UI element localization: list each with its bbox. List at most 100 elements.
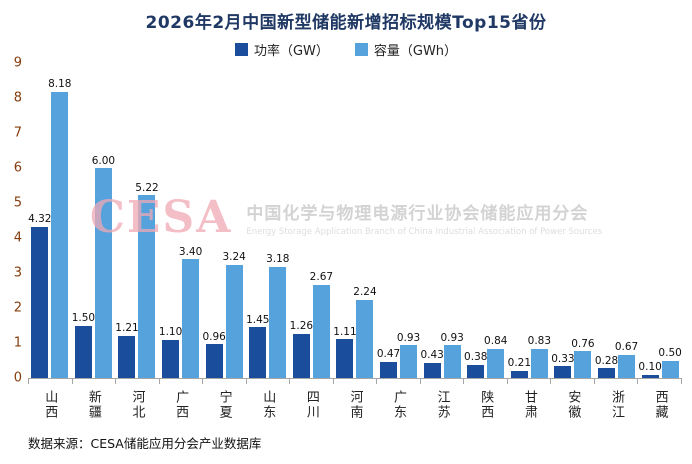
bar-column: 5.22 — [135, 63, 159, 378]
y-tick-label: 0 — [13, 370, 22, 386]
bar-value-label: 1.10 — [158, 326, 183, 338]
x-tick — [245, 379, 247, 384]
bar-column: 4.32 — [28, 63, 52, 378]
bar — [510, 370, 528, 378]
x-category-label: 新疆 — [85, 390, 101, 420]
bar-group: 1.50 6.00 — [72, 63, 116, 378]
bar-value-label: 1.50 — [71, 312, 96, 324]
bar-value-label: 5.22 — [135, 181, 159, 194]
bar-value-label: 0.67 — [614, 341, 639, 354]
bar-value-label: 1.11 — [333, 325, 357, 338]
bar — [554, 366, 572, 378]
bar-column: 1.26 — [289, 63, 314, 378]
bar-value-label: 0.10 — [638, 361, 662, 374]
bar — [225, 264, 243, 378]
bar-column: 1.10 — [158, 63, 183, 378]
bar — [598, 368, 616, 378]
y-tick-label: 2 — [13, 300, 22, 316]
bar-column: 0.83 — [527, 63, 552, 378]
bar-column: 0.38 — [464, 63, 488, 378]
bar-column: 2.24 — [353, 63, 377, 378]
bar-value-label: 1.21 — [115, 322, 139, 335]
x-tick — [71, 379, 73, 384]
x-axis-ticks — [0, 379, 692, 384]
bar-column: 6.00 — [91, 63, 116, 378]
bar — [574, 351, 592, 378]
bar-value-label: 0.93 — [396, 331, 421, 344]
bar-column: 0.47 — [376, 63, 401, 378]
x-category-label: 四川 — [303, 390, 319, 420]
bar-column: 3.40 — [179, 63, 202, 378]
bar-group: 0.47 0.93 — [377, 63, 421, 378]
x-category-label: 安徽 — [565, 390, 581, 420]
x-tick — [115, 379, 117, 384]
bar-value-label: 0.83 — [527, 335, 552, 348]
bar-value-label: 3.24 — [222, 251, 246, 264]
bar-value-label: 1.45 — [246, 313, 270, 326]
x-tick — [463, 379, 465, 384]
bar-value-label: 0.96 — [202, 330, 226, 343]
bar-value-label: 0.33 — [551, 352, 575, 365]
bar-column: 1.45 — [246, 63, 270, 378]
bar-group: 0.21 0.83 — [508, 63, 552, 378]
bar-group: 0.38 0.84 — [464, 63, 508, 378]
x-tick — [637, 379, 639, 384]
bar — [182, 259, 200, 378]
bar-value-label: 0.38 — [464, 351, 488, 364]
y-tick-label: 6 — [13, 160, 22, 176]
y-tick-label: 9 — [13, 55, 22, 71]
bar-column: 0.76 — [571, 63, 595, 378]
x-axis-labels: 山西 新疆 河北 广西 宁夏 山东 四川 河南 广东 江苏 陕西 甘肃 安徽 浙江 西藏 — [0, 385, 692, 425]
x-tick — [550, 379, 552, 384]
bar — [400, 345, 418, 378]
bar-column: 2.67 — [310, 63, 333, 378]
x-tick — [28, 379, 29, 384]
bar-column: 0.50 — [658, 63, 682, 378]
bar-column: 0.84 — [484, 63, 507, 378]
bar — [162, 339, 180, 378]
bar-group: 0.33 0.76 — [551, 63, 595, 378]
bar-group: 0.96 3.24 — [202, 63, 246, 378]
bar-group: 1.26 2.67 — [290, 63, 334, 378]
y-tick-label: 3 — [13, 265, 22, 281]
x-tick — [332, 379, 334, 384]
bar-column: 0.10 — [638, 63, 662, 378]
data-source-note: 数据来源：CESA储能应用分会产业数据库 — [28, 436, 262, 451]
bar-group: 1.10 3.40 — [159, 63, 203, 378]
bar-value-label: 0.43 — [420, 349, 444, 362]
legend-item-capacity: 容量（GWh） — [354, 40, 457, 59]
bar-value-label: 6.00 — [91, 154, 116, 167]
x-category-label: 河北 — [129, 390, 145, 420]
bar — [74, 325, 92, 378]
x-category-label: 甘肃 — [521, 390, 537, 420]
y-tick-label: 4 — [13, 230, 22, 246]
bar-value-label: 0.50 — [658, 347, 682, 360]
plot-area: 4.32 8.18 1.50 6.00 1.21 5.22 1.10 3.40 0.96 3.24… — [28, 63, 682, 379]
bar — [138, 195, 156, 378]
legend: 功率（GW） 容量（GWh） — [0, 39, 692, 59]
bar-value-label: 0.28 — [594, 354, 619, 367]
x-tick — [289, 379, 291, 384]
bar-column: 1.11 — [333, 63, 357, 378]
bar-value-label: 0.47 — [376, 348, 401, 361]
bar-group: 1.45 3.18 — [246, 63, 290, 378]
bar — [269, 266, 287, 378]
x-tick — [506, 379, 508, 384]
bar — [641, 374, 659, 378]
bar-column: 1.21 — [115, 63, 139, 378]
bar — [467, 364, 485, 378]
bar-group: 0.28 0.67 — [595, 63, 639, 378]
x-category-label: 广东 — [391, 390, 407, 420]
x-category-label: 河南 — [347, 390, 363, 420]
bar — [336, 339, 354, 378]
legend-item-power: 功率（GW） — [234, 40, 329, 59]
bar — [51, 91, 69, 378]
bar-value-label: 1.26 — [289, 320, 314, 333]
bar — [530, 348, 548, 378]
bar-value-label: 0.21 — [507, 357, 532, 370]
y-axis: 0 1 2 3 4 5 6 7 8 9 — [6, 57, 28, 385]
bar — [356, 299, 374, 378]
bar-column: 0.93 — [396, 63, 421, 378]
legend-label-power: 功率（GW） — [253, 43, 329, 59]
